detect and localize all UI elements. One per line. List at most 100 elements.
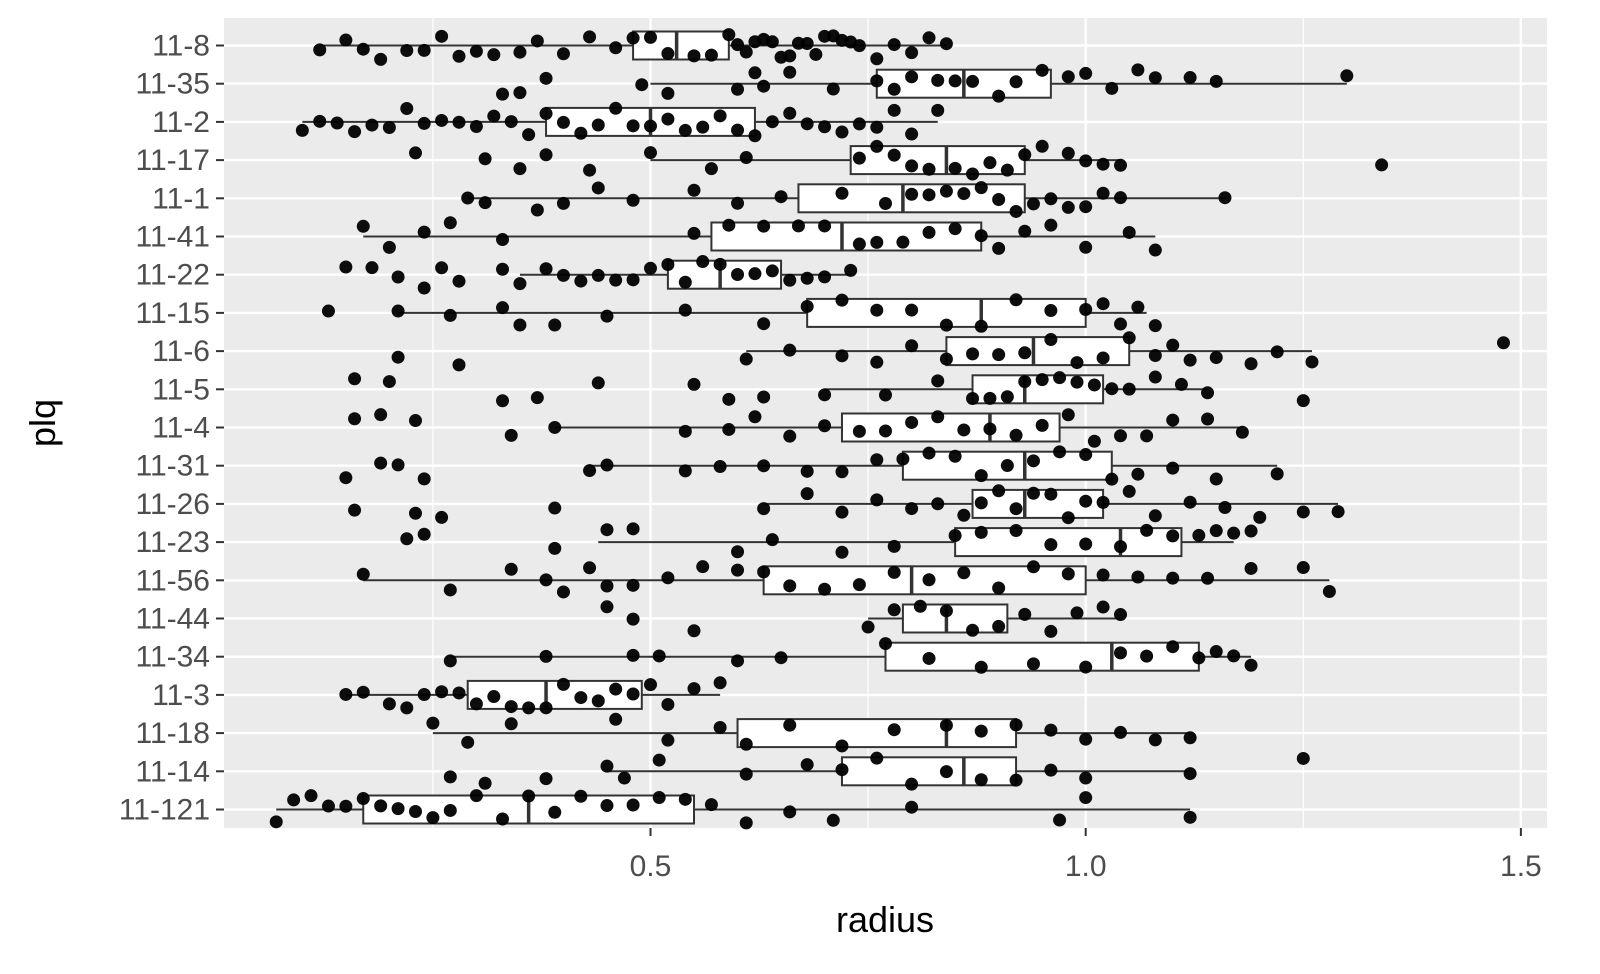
- y-tick-label: 11-34: [135, 641, 210, 674]
- y-tick-label: 11-121: [119, 794, 210, 827]
- data-point: [1053, 445, 1067, 459]
- data-point: [469, 119, 483, 133]
- data-point: [513, 277, 527, 291]
- y-tick-label: 11-17: [135, 144, 210, 177]
- y-tick-label: 11-5: [152, 373, 210, 406]
- data-point: [757, 219, 771, 233]
- data-point: [1061, 200, 1075, 214]
- data-point: [1131, 63, 1145, 77]
- data-point: [452, 274, 466, 288]
- data-point: [739, 151, 753, 165]
- data-point: [939, 765, 953, 779]
- data-point: [1201, 386, 1215, 400]
- data-point: [1079, 732, 1093, 746]
- data-point: [722, 28, 736, 42]
- data-point: [1183, 71, 1197, 85]
- data-point: [452, 358, 466, 372]
- data-point: [1079, 494, 1093, 508]
- data-point: [643, 678, 657, 692]
- data-point: [400, 532, 414, 546]
- data-point: [1079, 66, 1093, 80]
- data-point: [1026, 197, 1040, 211]
- data-point: [974, 496, 988, 510]
- data-point: [905, 502, 919, 516]
- data-point: [678, 424, 692, 438]
- data-point: [1122, 331, 1136, 345]
- data-point: [496, 301, 510, 315]
- data-point: [800, 37, 814, 51]
- data-point: [313, 43, 327, 57]
- data-point: [548, 318, 562, 332]
- data-point: [1009, 293, 1023, 307]
- data-point: [922, 31, 936, 45]
- data-point: [643, 119, 657, 133]
- data-point: [374, 799, 388, 813]
- data-point: [1009, 523, 1023, 537]
- data-point: [887, 148, 901, 162]
- y-tick-label: 11-26: [135, 488, 210, 521]
- data-point: [452, 686, 466, 700]
- data-point: [1166, 413, 1180, 427]
- data-point: [922, 446, 936, 460]
- data-point: [513, 45, 527, 59]
- data-point: [496, 262, 510, 276]
- data-point: [478, 196, 492, 210]
- data-point: [826, 82, 840, 96]
- data-point: [496, 87, 510, 101]
- data-point: [731, 654, 745, 668]
- box: [901, 450, 1113, 481]
- data-point: [661, 733, 675, 747]
- data-point: [1096, 157, 1110, 171]
- data-point: [1079, 771, 1093, 785]
- data-point: [469, 697, 483, 711]
- x-tick-label: 0.5: [630, 850, 672, 883]
- data-point: [1009, 718, 1023, 732]
- data-point: [339, 799, 353, 813]
- data-point: [652, 753, 666, 767]
- data-point: [1131, 467, 1145, 481]
- data-point: [1114, 608, 1128, 622]
- y-tick-label: 11-2: [152, 106, 210, 139]
- data-point: [1218, 501, 1232, 515]
- data-point: [939, 37, 953, 51]
- data-point: [731, 268, 745, 282]
- data-point: [870, 751, 884, 765]
- data-point: [513, 86, 527, 100]
- data-point: [504, 717, 518, 731]
- data-point: [905, 159, 919, 173]
- data-point: [661, 571, 675, 585]
- data-point: [1131, 300, 1145, 314]
- data-point: [783, 718, 797, 732]
- data-point: [809, 47, 823, 61]
- data-point: [1061, 70, 1075, 84]
- data-point: [748, 66, 762, 80]
- data-point: [539, 701, 553, 715]
- data-point: [731, 38, 745, 52]
- data-point: [879, 388, 892, 402]
- data-point: [1096, 600, 1110, 614]
- y-tick-label: 11-23: [135, 526, 210, 559]
- data-point: [992, 241, 1006, 255]
- data-point: [879, 424, 892, 438]
- data-point: [1035, 63, 1049, 77]
- data-point: [879, 196, 892, 210]
- data-point: [1166, 338, 1180, 352]
- data-point: [1000, 390, 1014, 404]
- data-point: [1122, 225, 1136, 239]
- data-point: [957, 187, 971, 201]
- data-point: [417, 116, 431, 130]
- data-point: [548, 805, 562, 819]
- data-point: [818, 419, 832, 433]
- data-point: [496, 812, 510, 826]
- data-point: [870, 52, 884, 66]
- data-point: [887, 539, 901, 553]
- data-point: [548, 501, 562, 515]
- data-point: [591, 268, 605, 282]
- data-point: [400, 701, 414, 715]
- data-point: [661, 258, 675, 272]
- data-point: [1044, 538, 1058, 552]
- data-point: [374, 52, 388, 66]
- data-point: [643, 146, 657, 160]
- data-point: [487, 690, 501, 704]
- data-point: [731, 196, 745, 210]
